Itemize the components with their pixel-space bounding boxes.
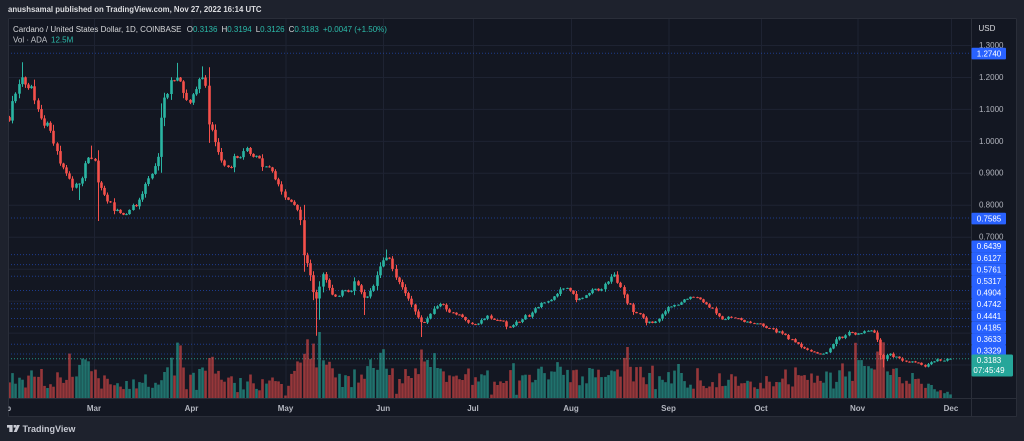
svg-text:0.4185: 0.4185 (977, 323, 1002, 332)
svg-text:anushsamal published on Tradin: anushsamal published on TradingView.com,… (8, 5, 262, 14)
svg-text:0.7000: 0.7000 (979, 233, 1004, 242)
svg-text:Cardano / United States Dollar: Cardano / United States Dollar, 1D, COIN… (13, 25, 387, 34)
svg-text:0.9000: 0.9000 (979, 169, 1004, 178)
svg-text:0.5317: 0.5317 (977, 277, 1002, 286)
svg-text:Sep: Sep (661, 404, 676, 413)
svg-text:Vol · ADA 12.5M: Vol · ADA 12.5M (13, 36, 74, 45)
svg-text:0.3329: 0.3329 (977, 347, 1002, 356)
svg-text:May: May (278, 404, 294, 413)
svg-text:Feb: Feb (0, 404, 11, 413)
svg-text:Nov: Nov (850, 404, 866, 413)
svg-text:0.4742: 0.4742 (977, 300, 1002, 309)
svg-text:USD: USD (979, 24, 996, 33)
svg-text:Dec: Dec (944, 404, 959, 413)
svg-text:07:45:49: 07:45:49 (973, 366, 1005, 375)
svg-text:TradingView: TradingView (23, 424, 77, 434)
svg-text:0.3633: 0.3633 (977, 335, 1002, 344)
svg-text:1.0000: 1.0000 (979, 137, 1004, 146)
svg-text:0.4904: 0.4904 (977, 289, 1002, 298)
svg-text:1.2000: 1.2000 (979, 73, 1004, 82)
svg-text:Apr: Apr (185, 404, 199, 413)
svg-text:Jun: Jun (376, 404, 390, 413)
svg-text:0.6127: 0.6127 (977, 254, 1002, 263)
svg-text:Oct: Oct (754, 404, 768, 413)
svg-text:0.3183: 0.3183 (977, 356, 1002, 365)
svg-text:Mar: Mar (87, 404, 101, 413)
svg-text:Aug: Aug (563, 404, 579, 413)
svg-text:0.6439: 0.6439 (977, 242, 1002, 251)
svg-text:0.8000: 0.8000 (979, 201, 1004, 210)
svg-text:Jul: Jul (467, 404, 479, 413)
svg-text:1.1000: 1.1000 (979, 105, 1004, 114)
svg-text:1.3000: 1.3000 (979, 41, 1004, 50)
svg-text:0.5761: 0.5761 (977, 265, 1002, 274)
svg-text:1.2740: 1.2740 (977, 49, 1002, 58)
svg-text:0.7585: 0.7585 (977, 214, 1002, 223)
svg-text:0.4441: 0.4441 (977, 312, 1002, 321)
